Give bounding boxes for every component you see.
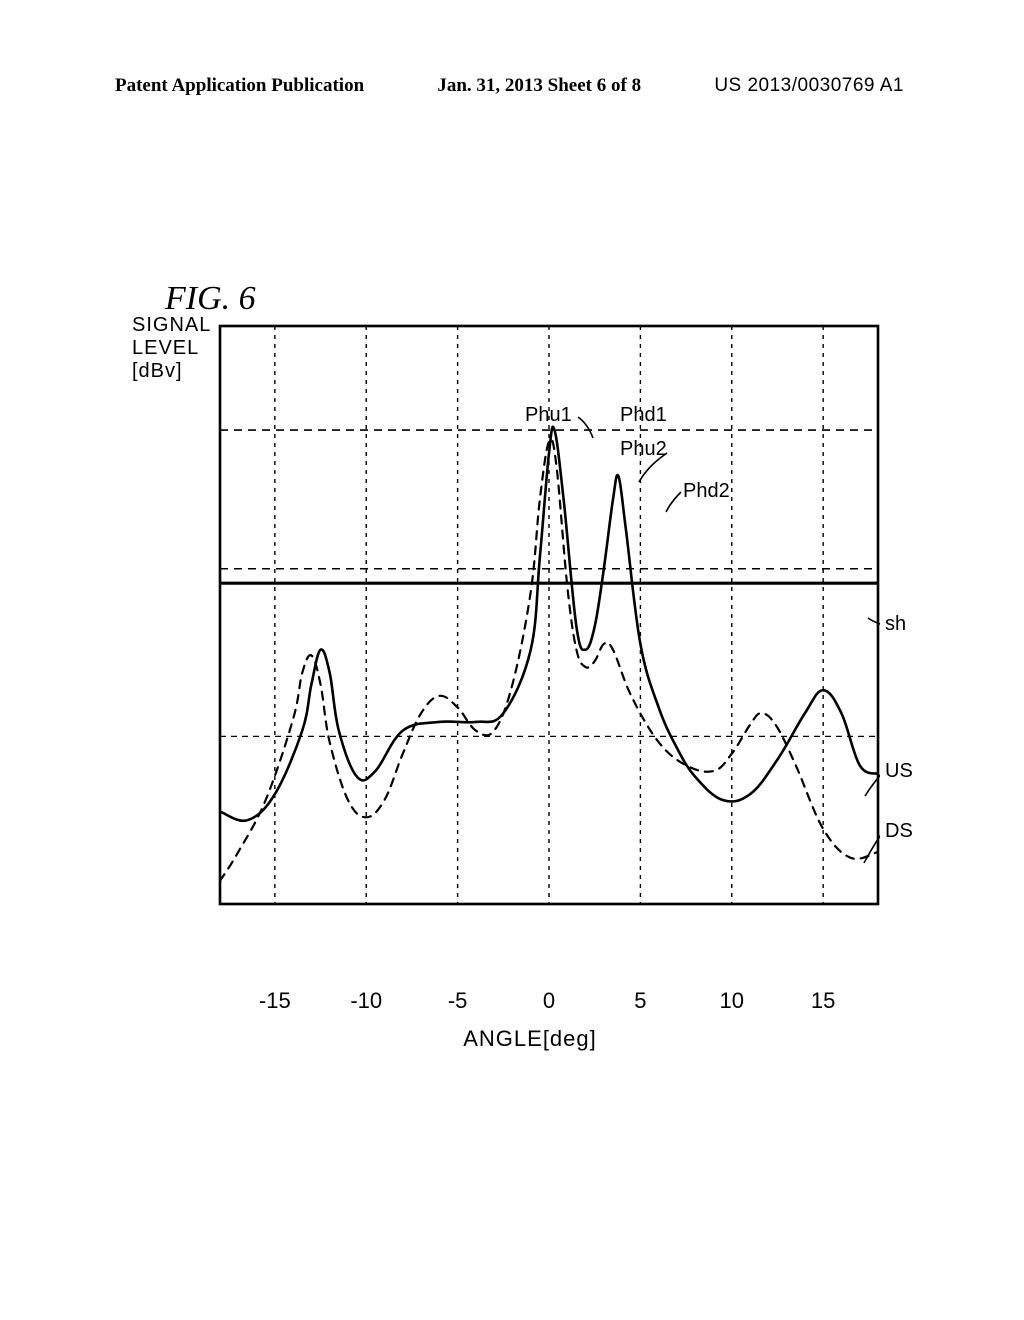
x-tick: -5: [448, 988, 468, 1014]
x-tick-row: -15 -10 -5 0 5 10 15: [180, 988, 880, 1016]
x-tick: -15: [259, 988, 291, 1014]
x-tick: 10: [720, 988, 744, 1014]
header-left: Patent Application Publication: [115, 75, 364, 97]
x-tick: 15: [811, 988, 835, 1014]
figure-label: FIG. 6: [165, 280, 256, 318]
x-tick: -10: [350, 988, 382, 1014]
annot-sh: sh: [885, 613, 906, 636]
x-tick: 5: [634, 988, 646, 1014]
y-axis-label: SIGNAL LEVEL [dBv]: [132, 314, 211, 383]
header-center: Jan. 31, 2013 Sheet 6 of 8: [437, 75, 641, 97]
annot-phu2: Phu2: [620, 438, 667, 461]
annot-ds: DS: [885, 820, 913, 843]
x-axis-label: ANGLE[deg]: [180, 1026, 880, 1052]
annot-phd2: Phd2: [683, 480, 730, 503]
annot-phu1: Phu1: [525, 404, 572, 427]
annot-us: US: [885, 760, 913, 783]
chart-container: SIGNAL LEVEL [dBv] -15-10-5051015 ANGLE[…: [180, 320, 880, 980]
annot-phd1: Phd1: [620, 404, 667, 427]
header-right: US 2013/0030769 A1: [714, 75, 904, 97]
x-tick: 0: [543, 988, 555, 1014]
